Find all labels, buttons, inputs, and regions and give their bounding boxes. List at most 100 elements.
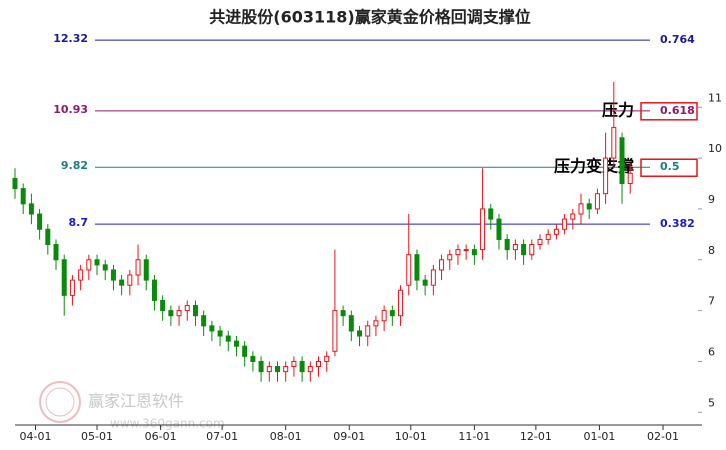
candle-body [381,310,387,322]
level-ratio: 0.618 [660,104,695,117]
candle-body [274,366,280,373]
candle-body [94,259,100,266]
candle-body [53,244,59,261]
candle-body [37,213,43,230]
candle-body [307,366,313,373]
level-note: 压力 [602,100,634,119]
candle-body [332,310,338,352]
candle-body [119,279,125,286]
level-price: 9.82 [61,159,88,172]
candle-body [266,366,272,373]
y-tick-label: 9 [708,193,715,206]
x-tick-label: 10-01 [395,430,427,443]
x-tick-label: 02-01 [647,430,679,443]
candle-body [110,269,116,281]
watermark: 赢家江恩软件 [88,392,184,411]
candle-body [455,249,461,256]
chart-title: 共进股份(603118)赢家黄金价格回调支撑位 [209,8,530,27]
candle-body [340,310,346,317]
candle-body [225,335,231,342]
candle-body [471,249,477,256]
candle-body [430,269,436,286]
candle-body [627,172,633,185]
candle-body [348,315,354,332]
candle-body [447,254,453,261]
candle-body [537,238,543,246]
candle-body [480,208,486,251]
candle-body [250,355,256,362]
candle-body [529,244,535,256]
candle-body [504,238,510,251]
candle-body [160,299,166,312]
x-tick-label: 06-01 [145,430,177,443]
candle-body [69,279,75,296]
candle-body [258,360,264,373]
candle-body [283,366,289,373]
candle-body [594,193,600,210]
candle-body [373,320,379,327]
x-tick-label: 04-01 [20,430,52,443]
level-price: 10.93 [53,103,88,116]
candle-body [324,355,330,362]
y-tick-label: 10 [708,142,722,155]
candle-body [365,325,371,337]
candle-body [201,315,207,327]
x-tick-label: 08-01 [270,430,302,443]
watermark-url: www.360gann.com [110,417,225,431]
candle-body [20,188,26,205]
x-tick-label: 01-01 [583,430,615,443]
candle-body [86,259,92,271]
candle-body [28,203,34,215]
y-tick-label: 6 [708,345,715,358]
candle-body [578,203,584,215]
candle-body [78,269,84,281]
y-tick-label: 7 [708,295,715,308]
candle-body [61,259,67,296]
candle-body [233,340,239,347]
candle-body [143,259,149,281]
level-price: 12.32 [53,32,88,45]
candle-body [316,360,322,368]
candle-body [184,305,190,312]
candle-body [496,218,502,240]
candle-body [357,330,363,337]
candle-body [463,249,469,252]
candle-body [209,325,215,332]
candle-body [422,279,428,286]
candle-body [439,259,445,271]
candle-body [414,254,420,281]
x-tick-label: 11-01 [458,430,490,443]
x-tick-label: 05-01 [81,430,113,443]
candle-body [299,360,305,373]
candle-body [545,233,551,240]
watermark-logo [39,381,81,423]
candle-body [12,177,18,190]
candle-body [570,213,576,220]
candle-body [521,244,527,256]
level-ratio: 0.382 [660,217,695,230]
candle-body [192,305,198,317]
level-box [640,102,698,121]
candle-body [619,137,625,185]
candle-body [586,203,592,210]
candle-body [45,228,51,246]
candle-body [562,218,568,230]
level-ratio: 0.5 [660,160,680,173]
candle-body [176,310,182,317]
candle-body [291,360,297,368]
x-tick-label: 07-01 [206,430,238,443]
y-tick-label: 8 [708,244,715,257]
level-ratio: 0.764 [660,33,695,46]
candle-body [611,127,617,159]
y-tick-label: 11 [708,91,722,104]
candle-body [553,228,559,235]
y-tick-label: 5 [708,396,715,409]
candle-body [488,208,494,220]
candle-body [168,310,174,317]
candle-body [603,157,609,195]
candle-body [102,264,108,271]
x-tick-label: 09-01 [333,430,365,443]
candle-body [512,244,518,251]
candle-body [406,254,412,286]
